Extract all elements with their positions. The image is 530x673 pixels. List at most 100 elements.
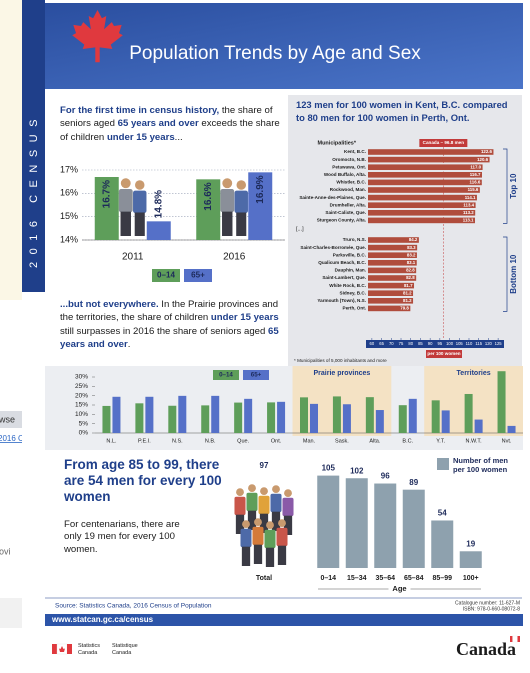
text: still surpasses in 2016 the share of sen… [60, 326, 268, 337]
body [133, 191, 146, 213]
bold-text: under 15 years [107, 132, 175, 143]
browser-button-text[interactable]: wse [0, 414, 15, 424]
bar [147, 221, 171, 240]
x-tick-label: 2011 [122, 252, 144, 263]
value-label: 82.8 [406, 268, 415, 273]
legs [121, 212, 131, 236]
value-label: 113.1 [463, 218, 474, 223]
bar [333, 396, 341, 433]
bar [102, 406, 110, 433]
category-label: White Rock, B.C. [329, 283, 366, 288]
url[interactable]: www.statcan.gc.ca/census [51, 615, 154, 624]
y-tick-label: 16% [60, 188, 78, 198]
value-label: 81.2 [403, 290, 412, 295]
y-tick-label: 15% [60, 211, 78, 221]
x-tick-label: Ont. [271, 438, 282, 444]
x-tick-label: Man. [303, 438, 316, 444]
x-tick-label: 60 [370, 341, 375, 346]
head [236, 488, 244, 496]
category-label: Qualicum Beach, B.C. [318, 260, 366, 265]
x-tick-label: 85–99 [433, 575, 453, 582]
highlight-title: From age 85 to 99, there are 54 men for … [64, 457, 236, 506]
x-tick-label: 15–34 [347, 575, 367, 582]
category-label: Saint-Calixte, Que. [325, 210, 366, 215]
x-tick-label: 95 [438, 341, 443, 346]
x-tick-label: N.B. [205, 438, 216, 444]
total-value: 97 [260, 461, 269, 470]
region-label: Prairie provinces [293, 370, 392, 378]
value-label: 81.7 [404, 283, 413, 288]
bold-text: For the first time in census history, [60, 105, 219, 116]
value-label: 115.6 [468, 187, 479, 192]
sidebar-text: 2016 CENSUS [28, 112, 40, 268]
text: ... [175, 132, 183, 143]
category-label: Dauphin, Man. [335, 268, 366, 273]
body [252, 527, 263, 545]
value-label: 113.2 [463, 210, 474, 215]
value-label: 105 [322, 464, 336, 473]
bar [508, 426, 516, 433]
browser-panel [0, 598, 24, 628]
bold-text: 65 years and over [118, 118, 199, 129]
x-tick-label: Nvt. [502, 438, 512, 444]
category-label: Saint-Charles-Borromée, Que. [300, 245, 366, 250]
bar [368, 210, 475, 216]
y-tick-label: 15% [75, 402, 88, 409]
bar [368, 157, 490, 163]
bar [399, 405, 407, 433]
category-label: Saint-Lambert, Que. [322, 275, 366, 280]
group-label: Bottom 10 [509, 254, 518, 294]
category-label: Wood Buffalo, Alta. [324, 172, 366, 177]
value-label: 117.0 [470, 164, 481, 169]
value-label: 96 [381, 472, 390, 481]
y-tick-label: 14% [60, 234, 78, 244]
region-label: Territories [424, 370, 523, 378]
body [264, 530, 275, 548]
x-tick-label: 85 [418, 341, 423, 346]
legend-label: 65+ [191, 271, 205, 280]
value-label: 89 [409, 478, 418, 487]
bar [366, 397, 374, 433]
value-label: 102 [350, 466, 364, 475]
category-label: Yarmouth (Town), N.S. [317, 298, 366, 303]
value-label: 122.6 [481, 149, 493, 154]
reference-label: Canada – 96.8 men [423, 140, 465, 145]
body [258, 496, 269, 514]
y-tick-label: 0% [79, 430, 89, 437]
wordmark: Canada [456, 639, 516, 659]
legs [254, 545, 262, 564]
value-label: 19 [466, 539, 475, 548]
bar [211, 396, 219, 433]
head [121, 178, 131, 188]
legs [242, 547, 250, 566]
bar [267, 402, 275, 433]
gap-label: [...] [296, 226, 304, 232]
page: wse 2016 C rovi 2016 CENSUS Population T… [0, 0, 530, 673]
legend-label: 0–14 [157, 271, 175, 280]
value-label: 16.7% [101, 180, 112, 208]
browser-link[interactable]: 2016 C [0, 434, 24, 443]
browser-text: rovi [0, 546, 11, 556]
bar [368, 180, 482, 186]
x-tick-label: 70 [389, 341, 394, 346]
x-tick-label: B.C. [402, 438, 413, 444]
y-tick-label: 25% [75, 383, 88, 390]
value-label: 79.8 [400, 306, 409, 311]
bar [403, 490, 425, 568]
highlight-text: For centenarians, there are only 19 men … [64, 519, 189, 556]
bar [475, 420, 483, 433]
bar [374, 484, 396, 568]
bar [368, 195, 477, 201]
value-label: 83.2 [407, 252, 416, 257]
wordmark-flag [510, 636, 520, 642]
x-tick-label: 115 [475, 341, 482, 346]
category-label: Kent, B.C. [344, 149, 366, 154]
value-label: 14.8% [153, 190, 164, 218]
legs [278, 546, 286, 565]
x-tick-label: 90 [428, 341, 433, 346]
head [260, 487, 268, 495]
body [276, 528, 287, 546]
bar [310, 404, 318, 433]
value-label: 83.1 [407, 260, 416, 265]
flag [52, 644, 72, 654]
